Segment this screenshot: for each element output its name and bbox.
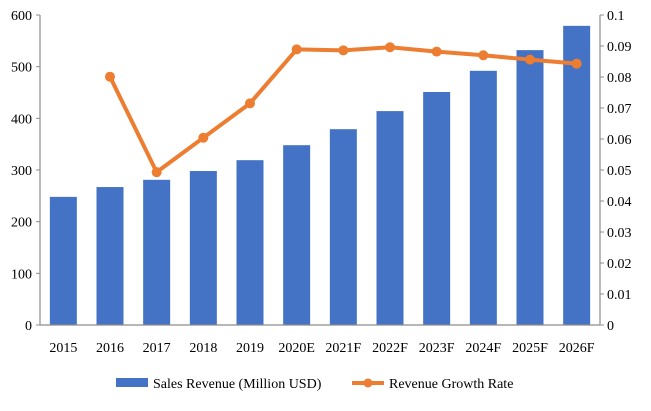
right-tick-label: 0.1 xyxy=(607,9,625,24)
growth-point-2025F xyxy=(525,54,535,65)
x-tick-label: 2016 xyxy=(96,341,124,356)
x-tick-label: 2023F xyxy=(419,341,455,356)
axes-layer: 0 100 200 300 400 500 600 0 0.01 0.02 0.03 0.04 0.05… xyxy=(11,9,632,356)
bar-2021F xyxy=(329,129,357,325)
x-tick-label: 2019 xyxy=(236,341,264,356)
bar-2015 xyxy=(49,196,77,325)
legend-label-bar: Sales Revenue (Million USD) xyxy=(153,377,322,392)
bar-2017 xyxy=(143,179,171,325)
x-tick-label: 2024F xyxy=(465,341,501,356)
legend-swatch-bar xyxy=(116,378,148,387)
bar-2023F xyxy=(423,91,451,325)
x-tick-label: 2018 xyxy=(189,341,217,356)
x-tick-label: 2020E xyxy=(278,341,315,356)
right-tick-label: 0.08 xyxy=(607,71,632,86)
growth-point-2023F xyxy=(431,46,442,57)
legend-label-line: Revenue Growth Rate xyxy=(389,377,513,392)
left-tick-label: 300 xyxy=(11,164,32,179)
left-tick-label: 100 xyxy=(11,267,32,282)
right-tick-label: 0 xyxy=(607,319,614,334)
growth-point-2017 xyxy=(151,167,162,178)
bar-2026F xyxy=(563,25,591,325)
bar-2024F xyxy=(469,70,497,325)
bar-2022F xyxy=(376,111,404,325)
growth-point-2018 xyxy=(198,132,209,143)
right-tick-label: 0.05 xyxy=(607,164,632,179)
bar-2019 xyxy=(236,160,264,325)
growth-point-2022F xyxy=(385,42,395,53)
right-tick-label: 0.03 xyxy=(607,226,632,241)
bar-2016 xyxy=(96,187,124,325)
legend-swatch-marker xyxy=(363,378,373,388)
x-tick-label: 2025F xyxy=(512,341,548,356)
bar-2025F xyxy=(516,50,544,326)
x-tick-label: 2026F xyxy=(559,341,595,356)
right-tick-label: 0.02 xyxy=(607,257,632,272)
right-tick-label: 0.01 xyxy=(607,288,632,303)
growth-point-2024F xyxy=(478,50,489,61)
left-tick-label: 200 xyxy=(11,216,32,231)
x-tick-label: 2015 xyxy=(49,341,77,356)
right-tick-label: 0.04 xyxy=(607,195,632,210)
growth-point-2020E xyxy=(291,44,302,55)
left-tick-label: 500 xyxy=(11,61,32,76)
right-tick-label: 0.07 xyxy=(607,102,632,117)
growth-point-2019 xyxy=(245,98,255,109)
legend: Sales Revenue (Million USD) Revenue Grow… xyxy=(116,377,513,392)
left-tick-label: 400 xyxy=(11,112,32,127)
x-tick-label: 2021F xyxy=(325,341,361,356)
x-tick-label: 2017 xyxy=(143,341,171,356)
bars-layer xyxy=(49,25,591,326)
x-tick-label: 2022F xyxy=(372,341,408,356)
right-tick-label: 0.09 xyxy=(607,40,632,55)
growth-point-2016 xyxy=(105,71,115,82)
bar-2018 xyxy=(189,171,217,325)
line-layer xyxy=(105,42,582,178)
right-tick-label: 0.06 xyxy=(607,133,632,148)
growth-point-2026F xyxy=(571,58,582,69)
bar-2020E xyxy=(283,145,311,325)
growth-point-2021F xyxy=(338,45,349,56)
left-tick-label: 600 xyxy=(11,9,32,24)
left-tick-label: 0 xyxy=(25,319,32,334)
